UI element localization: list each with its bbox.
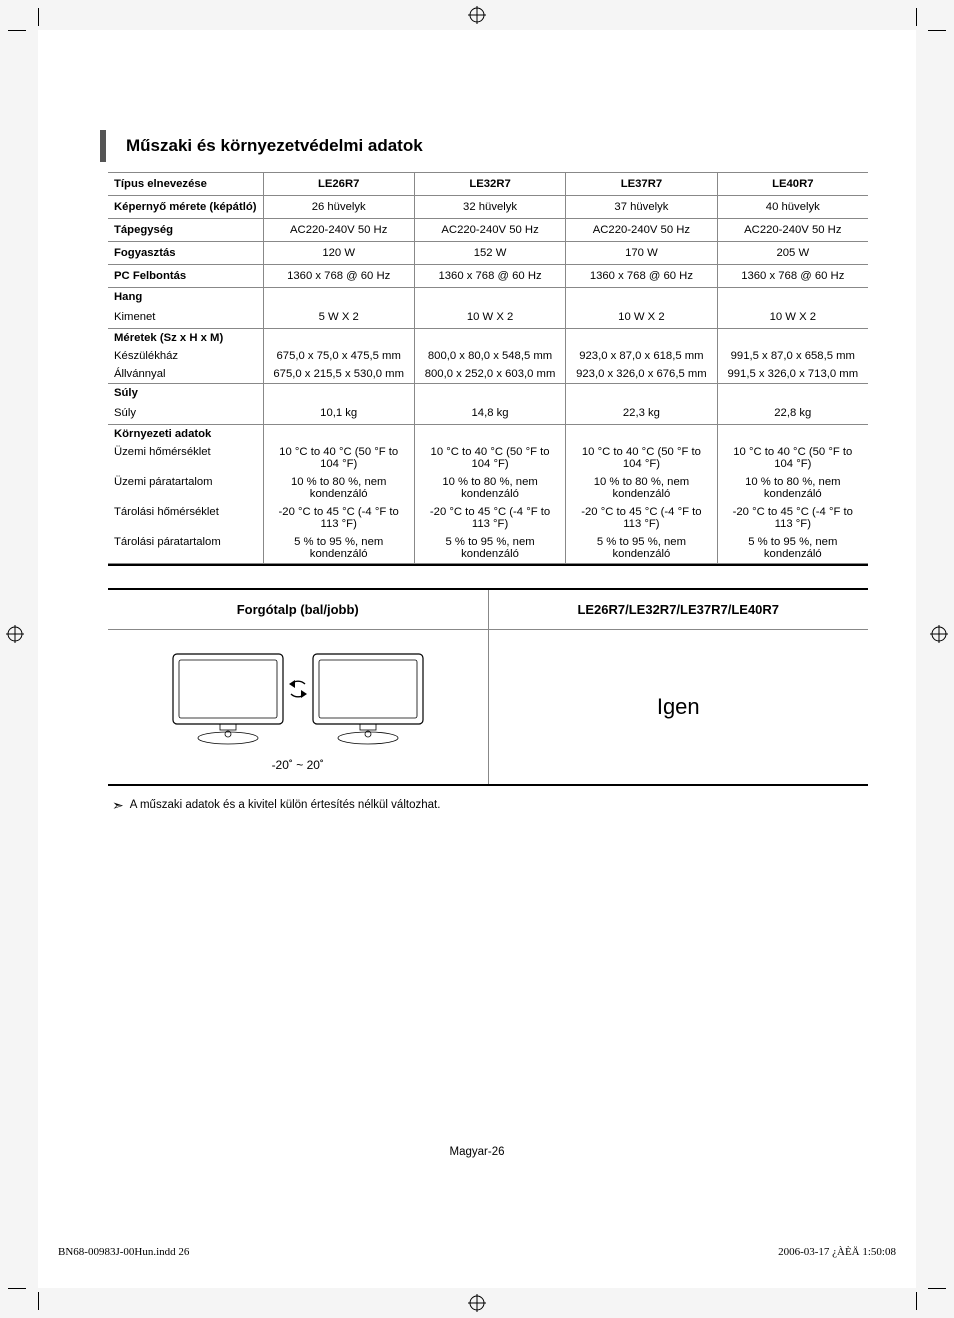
- registration-mark-bottom: [468, 1294, 486, 1312]
- spec-table: Típus elnevezése LE26R7 LE32R7 LE37R7 LE…: [108, 172, 868, 566]
- label-env-st-hum: Tárolási páratartalom: [108, 533, 263, 564]
- cell: 40 hüvelyk: [717, 196, 868, 219]
- cell: 10 W X 2: [717, 306, 868, 329]
- cell: 22,3 kg: [566, 402, 717, 425]
- swivel-header-left: Forgótalp (bal/jobb): [108, 589, 488, 630]
- model-1: LE32R7: [414, 173, 565, 196]
- cell: 991,5 x 87,0 x 658,5 mm: [717, 347, 868, 365]
- label-dim-body: Készülékház: [108, 347, 263, 365]
- cell: AC220-240V 50 Hz: [414, 219, 565, 242]
- cell: 10 W X 2: [566, 306, 717, 329]
- swivel-value-cell: Igen: [488, 630, 868, 786]
- cell: 923,0 x 87,0 x 618,5 mm: [566, 347, 717, 365]
- registration-mark-left: [6, 625, 24, 643]
- label-consumption: Fogyasztás: [108, 242, 263, 265]
- label-weight: Súly: [108, 384, 263, 402]
- page-number: Magyar-26: [38, 1146, 916, 1158]
- label-env-op-hum: Üzemi páratartalom: [108, 473, 263, 503]
- cell: 10 % to 80 %, nem kondenzáló: [263, 473, 414, 503]
- label-env: Környezeti adatok: [108, 425, 263, 443]
- cell: 1360 x 768 @ 60 Hz: [414, 265, 565, 288]
- swivel-range-label: -20˚ ~ 20˚: [114, 758, 482, 772]
- swivel-diagram-cell: -20˚ ~ 20˚: [108, 630, 488, 786]
- cell: 10 °C to 40 °C (50 °F to 104 °F): [414, 443, 565, 473]
- cell: 675,0 x 215,5 x 530,0 mm: [263, 365, 414, 384]
- cell: 120 W: [263, 242, 414, 265]
- footnote-text: A műszaki adatok és a kivitel külön érte…: [130, 799, 441, 811]
- cell: 10 % to 80 %, nem kondenzáló: [566, 473, 717, 503]
- cell: -20 °C to 45 °C (-4 °F to 113 °F): [414, 503, 565, 533]
- label-sound: Hang: [108, 288, 263, 306]
- footnote-icon: ➣: [112, 798, 124, 812]
- model-2: LE37R7: [566, 173, 717, 196]
- label-model: Típus elnevezése: [108, 173, 263, 196]
- section-title: Műszaki és környezetvédelmi adatok: [100, 130, 868, 162]
- cell: 5 W X 2: [263, 306, 414, 329]
- label-pc-res: PC Felbontás: [108, 265, 263, 288]
- cell: 10 % to 80 %, nem kondenzáló: [414, 473, 565, 503]
- cell: 26 hüvelyk: [263, 196, 414, 219]
- label-screen-size: Képernyő mérete (képátló): [108, 196, 263, 219]
- cell: 37 hüvelyk: [566, 196, 717, 219]
- cell: 10 W X 2: [414, 306, 565, 329]
- cell: 800,0 x 80,0 x 548,5 mm: [414, 347, 565, 365]
- model-0: LE26R7: [263, 173, 414, 196]
- cell: 1360 x 768 @ 60 Hz: [566, 265, 717, 288]
- cell: AC220-240V 50 Hz: [263, 219, 414, 242]
- cell: AC220-240V 50 Hz: [717, 219, 868, 242]
- cell: 152 W: [414, 242, 565, 265]
- cell: 170 W: [566, 242, 717, 265]
- cell: 800,0 x 252,0 x 603,0 mm: [414, 365, 565, 384]
- label-dimensions: Méretek (Sz x H x M): [108, 329, 263, 347]
- cell: 10,1 kg: [263, 402, 414, 425]
- cell: 205 W: [717, 242, 868, 265]
- indd-filename: BN68-00983J-00Hun.indd 26: [58, 1246, 189, 1258]
- model-3: LE40R7: [717, 173, 868, 196]
- cell: -20 °C to 45 °C (-4 °F to 113 °F): [566, 503, 717, 533]
- label-power: Tápegység: [108, 219, 263, 242]
- cell: 10 % to 80 %, nem kondenzáló: [717, 473, 868, 503]
- swivel-table: Forgótalp (bal/jobb) LE26R7/LE32R7/LE37R…: [108, 588, 868, 786]
- cell: 14,8 kg: [414, 402, 565, 425]
- cell: 22,8 kg: [717, 402, 868, 425]
- cell: 5 % to 95 %, nem kondenzáló: [566, 533, 717, 564]
- swivel-diagram-icon: [163, 646, 433, 756]
- label-weight-sub: Súly: [108, 402, 263, 425]
- cell: 1360 x 768 @ 60 Hz: [263, 265, 414, 288]
- cell: -20 °C to 45 °C (-4 °F to 113 °F): [717, 503, 868, 533]
- footnote: ➣ A műszaki adatok és a kivitel külön ér…: [108, 798, 868, 812]
- cell: 5 % to 95 %, nem kondenzáló: [414, 533, 565, 564]
- registration-mark-right: [930, 625, 948, 643]
- page: Műszaki és környezetvédelmi adatok Típus…: [38, 30, 916, 1288]
- swivel-header-right: LE26R7/LE32R7/LE37R7/LE40R7: [488, 589, 868, 630]
- swivel-value: Igen: [657, 694, 700, 719]
- label-env-op-temp: Üzemi hőmérséklet: [108, 443, 263, 473]
- label-dim-stand: Állvánnyal: [108, 365, 263, 384]
- cell: 10 °C to 40 °C (50 °F to 104 °F): [566, 443, 717, 473]
- cell: -20 °C to 45 °C (-4 °F to 113 °F): [263, 503, 414, 533]
- cell: 32 hüvelyk: [414, 196, 565, 219]
- cell: 923,0 x 326,0 x 676,5 mm: [566, 365, 717, 384]
- cell: 10 °C to 40 °C (50 °F to 104 °F): [717, 443, 868, 473]
- cell: 991,5 x 326,0 x 713,0 mm: [717, 365, 868, 384]
- label-env-st-temp: Tárolási hőmérséklet: [108, 503, 263, 533]
- cell: 5 % to 95 %, nem kondenzáló: [263, 533, 414, 564]
- cell: AC220-240V 50 Hz: [566, 219, 717, 242]
- label-sound-output: Kimenet: [108, 306, 263, 329]
- cell: 675,0 x 75,0 x 475,5 mm: [263, 347, 414, 365]
- cell: 10 °C to 40 °C (50 °F to 104 °F): [263, 443, 414, 473]
- registration-mark-top: [468, 6, 486, 24]
- print-datetime: 2006-03-17 ¿ÀÈÄ 1:50:08: [778, 1246, 896, 1258]
- cell: 5 % to 95 %, nem kondenzáló: [717, 533, 868, 564]
- cell: 1360 x 768 @ 60 Hz: [717, 265, 868, 288]
